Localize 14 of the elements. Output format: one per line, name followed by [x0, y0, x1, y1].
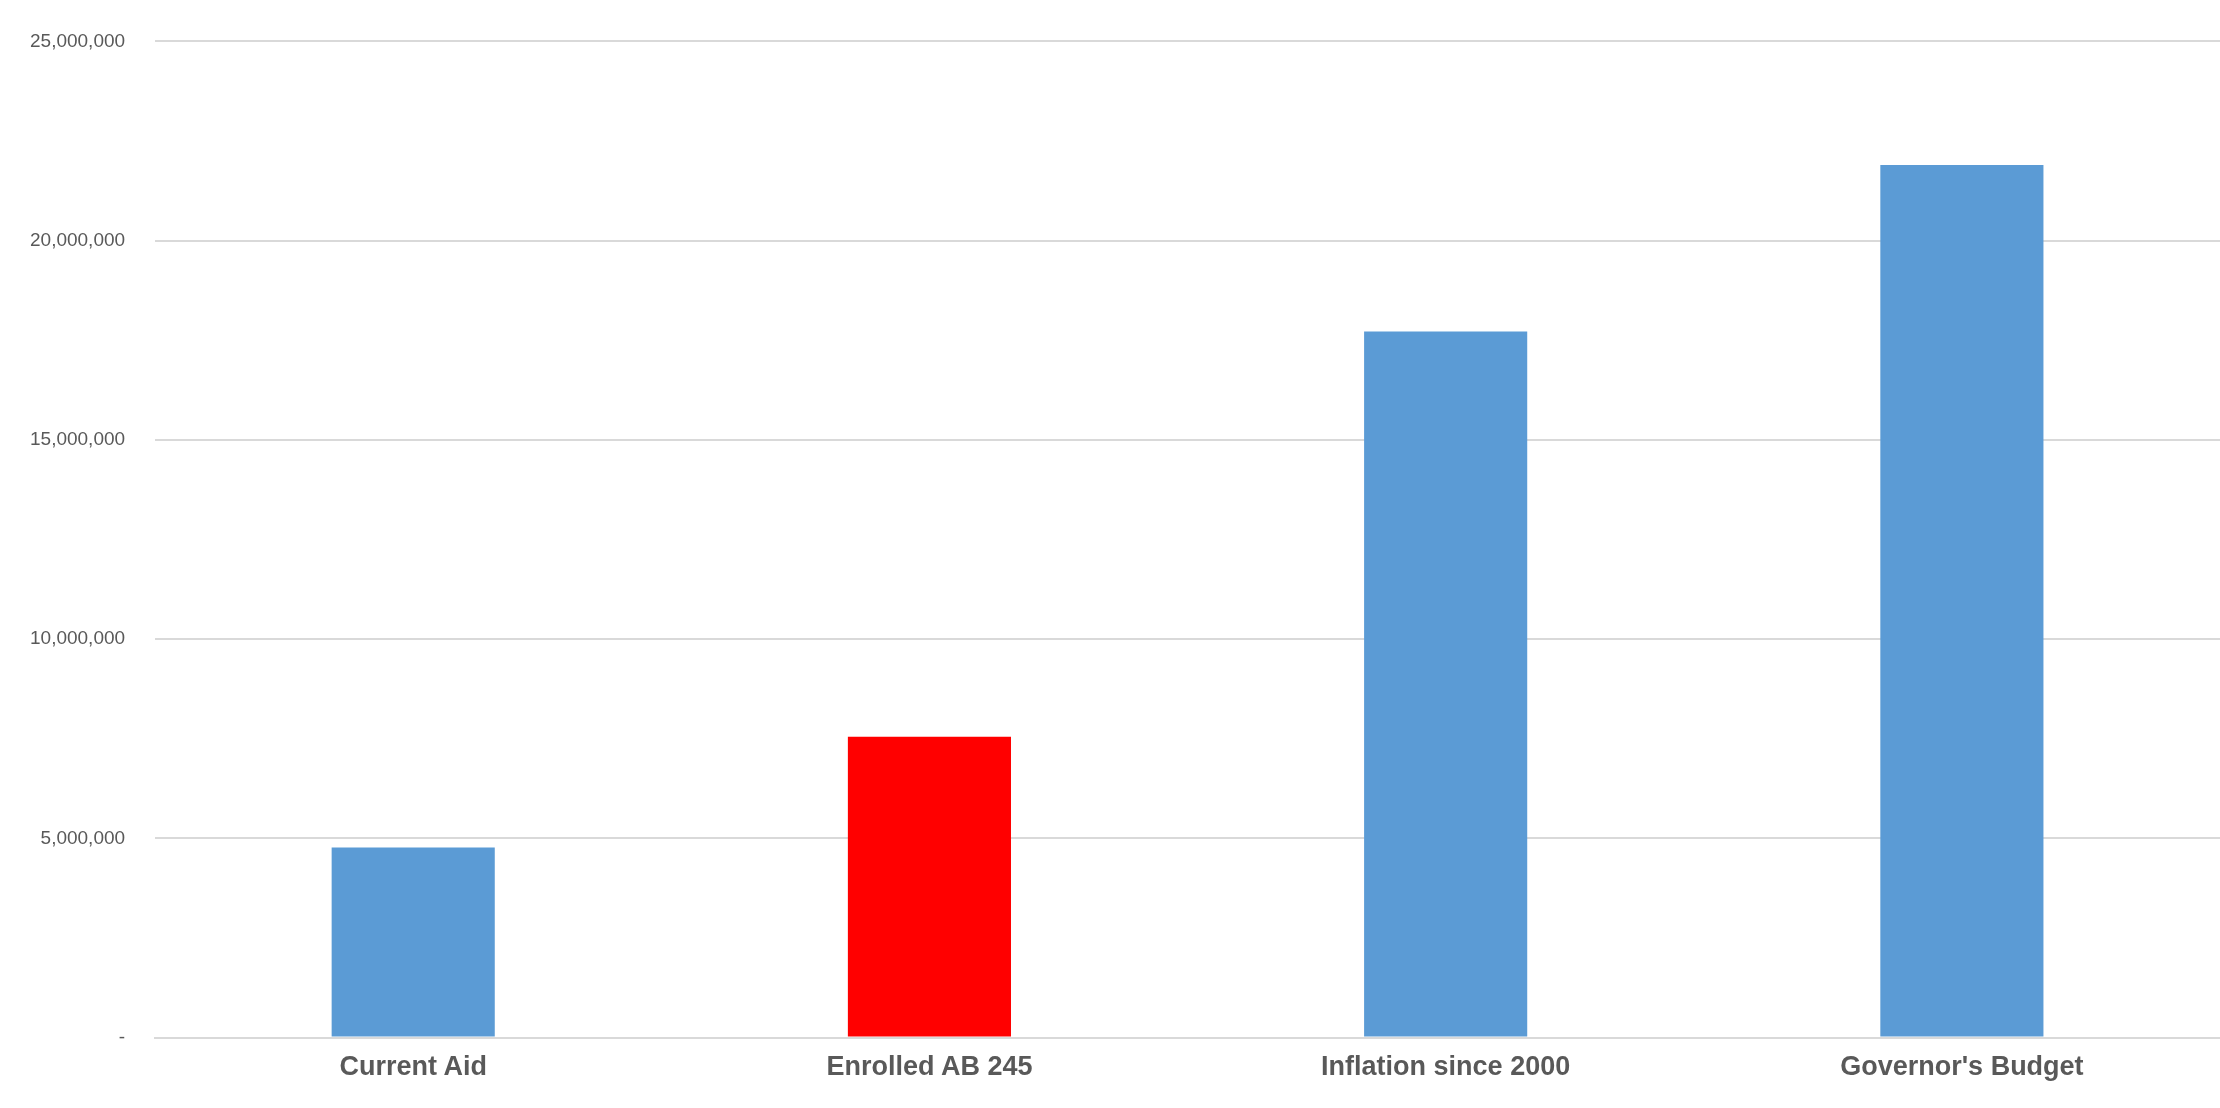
- y-tick-label: 5,000,000: [40, 826, 126, 848]
- x-tick-label: Inflation since 2000: [1321, 1051, 1571, 1082]
- y-tick-label: 25,000,000: [30, 29, 126, 51]
- y-tick-label: -: [118, 1025, 126, 1047]
- bar: [1364, 331, 1528, 1037]
- x-tick-label: Current Aid: [339, 1051, 487, 1082]
- bar: [1880, 164, 2044, 1037]
- y-tick-label: 10,000,000: [30, 627, 126, 649]
- x-tick-label: Governor's Budget: [1840, 1051, 2084, 1082]
- y-tick-label: 20,000,000: [30, 228, 126, 250]
- bar: [331, 847, 495, 1037]
- y-tick-label: 15,000,000: [30, 428, 126, 450]
- bar: [847, 736, 1011, 1037]
- x-tick-label: Enrolled AB 245: [826, 1051, 1033, 1082]
